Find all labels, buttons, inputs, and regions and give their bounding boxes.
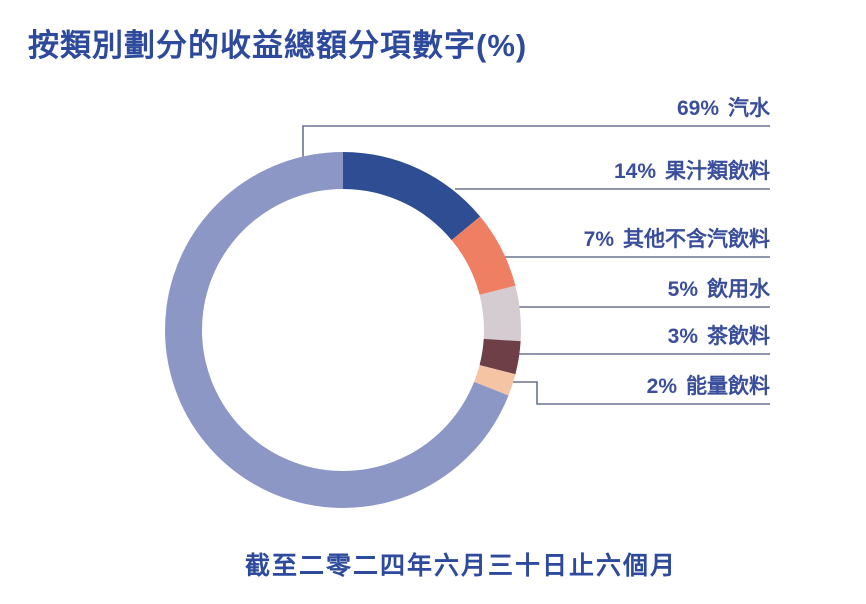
legend-label: 飲用水: [707, 278, 770, 301]
legend-label: 汽水: [728, 97, 770, 120]
donut-segment-茶飲料: [479, 338, 521, 375]
donut-segment-果汁類飲料: [343, 152, 481, 241]
legend-value: 5%: [667, 278, 698, 301]
donut-segment-能量飲料: [474, 365, 516, 396]
legend-label: 其他不含汽飲料: [623, 228, 770, 251]
legend-label: 果汁類飲料: [665, 160, 770, 183]
legend-item-soda: 69% 汽水: [677, 97, 770, 120]
legend-value: 2%: [646, 375, 677, 398]
legend-label: 能量飲料: [686, 375, 770, 398]
legend-item-energy: 2% 能量飲料: [647, 375, 770, 398]
donut-segments: [165, 152, 522, 509]
legend-label: 茶飲料: [707, 325, 770, 348]
legend-value: 7%: [583, 228, 614, 251]
legend-item-water: 5% 飲用水: [668, 278, 770, 301]
chart-caption: 截至二零二四年六月三十日止六個月: [244, 552, 677, 580]
legend-value: 3%: [667, 325, 698, 348]
chart-title: 按類別劃分的收益總額分項數字(%): [28, 28, 528, 63]
legend-item-tea: 3% 茶飲料: [668, 325, 770, 348]
legend-value: 69%: [676, 97, 719, 120]
leader-line-能量飲料: [497, 381, 770, 405]
legend-item-juice: 14% 果汁類飲料: [614, 160, 770, 183]
legend-item-other-still: 7% 其他不含汽飲料: [584, 228, 770, 251]
donut-segment-飲用水: [479, 285, 522, 342]
leader-line-汽水: [302, 125, 770, 168]
legend-value: 14%: [613, 160, 656, 183]
leader-lines: [302, 125, 770, 405]
donut-segment-其他不含汽飲料: [451, 216, 516, 295]
